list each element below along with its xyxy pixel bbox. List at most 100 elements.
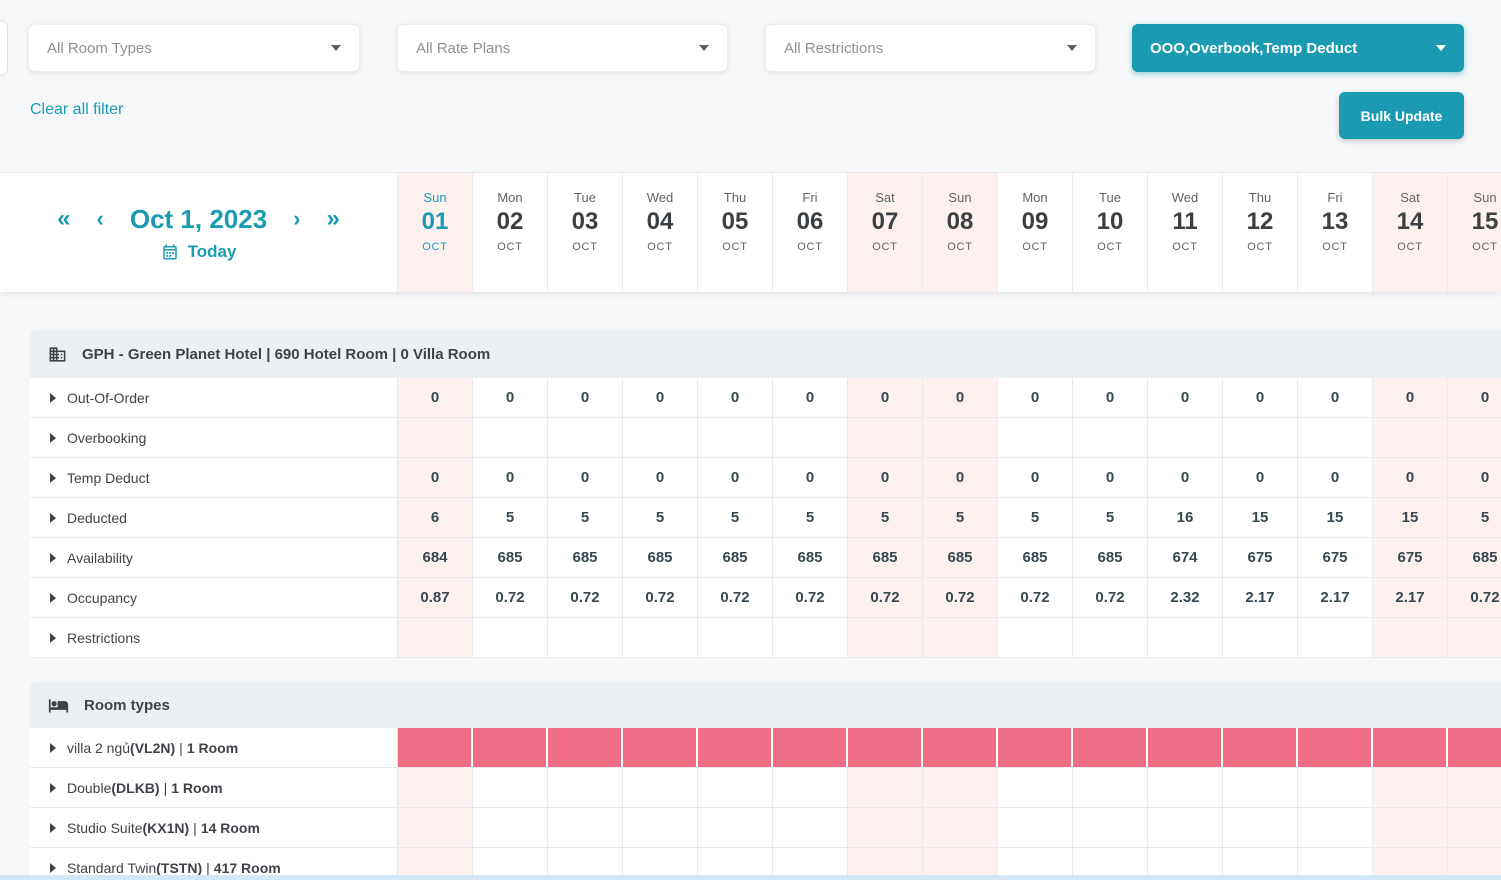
row-label-cell[interactable]: Availability	[30, 538, 398, 577]
grid-cell[interactable]: 5	[923, 498, 998, 537]
grid-cell[interactable]	[623, 618, 698, 657]
grid-cell[interactable]: 0	[773, 458, 848, 497]
grid-cell[interactable]: 0.72	[1073, 578, 1148, 617]
grid-cell[interactable]: 5	[1448, 498, 1501, 537]
availability-cell[interactable]	[398, 848, 473, 880]
grid-cell[interactable]	[1223, 618, 1298, 657]
availability-cell[interactable]	[623, 808, 698, 847]
grid-cell[interactable]	[773, 418, 848, 457]
grid-cell[interactable]: 685	[923, 538, 998, 577]
grid-cell[interactable]: 0	[923, 378, 998, 417]
grid-cell[interactable]	[998, 618, 1073, 657]
room-type-label-cell[interactable]: Double(DLKB) | 1 Room	[30, 768, 398, 807]
grid-cell[interactable]: 685	[1073, 538, 1148, 577]
grid-cell[interactable]	[398, 418, 473, 457]
grid-cell[interactable]: 0	[1073, 378, 1148, 417]
availability-cell[interactable]	[1298, 808, 1373, 847]
grid-cell[interactable]	[998, 418, 1073, 457]
grid-cell[interactable]	[1073, 418, 1148, 457]
grid-cell[interactable]	[848, 418, 923, 457]
availability-cell[interactable]	[623, 848, 698, 880]
restrictions-filter-dropdown[interactable]: All Restrictions	[765, 24, 1096, 72]
grid-cell[interactable]: 0	[698, 458, 773, 497]
grid-cell[interactable]: 2.17	[1298, 578, 1373, 617]
grid-cell[interactable]: 5	[548, 498, 623, 537]
grid-cell[interactable]: 0	[1148, 458, 1223, 497]
row-label-cell[interactable]: Temp Deduct	[30, 458, 398, 497]
horizontal-scrollbar[interactable]	[0, 875, 1501, 880]
availability-cell[interactable]	[848, 728, 923, 767]
grid-cell[interactable]: 5	[998, 498, 1073, 537]
grid-cell[interactable]: 684	[398, 538, 473, 577]
bulk-update-button[interactable]: Bulk Update	[1339, 92, 1464, 139]
availability-cell[interactable]	[1448, 768, 1501, 807]
grid-cell[interactable]: 0.72	[623, 578, 698, 617]
room-type-label-cell[interactable]: Standard Twin(TSTN) | 417 Room	[30, 848, 398, 880]
first-page-arrow-icon[interactable]: «	[57, 205, 71, 232]
grid-cell[interactable]: 0.87	[398, 578, 473, 617]
availability-cell[interactable]	[1073, 728, 1148, 767]
grid-cell[interactable]: 685	[848, 538, 923, 577]
grid-cell[interactable]: 685	[698, 538, 773, 577]
grid-cell[interactable]: 15	[1298, 498, 1373, 537]
grid-cell[interactable]	[1223, 418, 1298, 457]
availability-cell[interactable]	[998, 768, 1073, 807]
room-types-filter-dropdown[interactable]: All Room Types	[28, 24, 360, 72]
display-options-dropdown[interactable]: OOO,Overbook,Temp Deduct	[1132, 24, 1464, 72]
availability-cell[interactable]	[773, 808, 848, 847]
availability-cell[interactable]	[923, 848, 998, 880]
availability-cell[interactable]	[773, 768, 848, 807]
grid-cell[interactable]: 0	[398, 458, 473, 497]
grid-cell[interactable]: 675	[1373, 538, 1448, 577]
row-label-cell[interactable]: Out-Of-Order	[30, 378, 398, 417]
availability-cell[interactable]	[1073, 768, 1148, 807]
availability-cell[interactable]	[473, 848, 548, 880]
grid-cell[interactable]: 0	[848, 458, 923, 497]
grid-cell[interactable]	[473, 418, 548, 457]
availability-cell[interactable]	[998, 808, 1073, 847]
availability-cell[interactable]	[398, 808, 473, 847]
grid-cell[interactable]	[848, 618, 923, 657]
grid-cell[interactable]: 5	[698, 498, 773, 537]
grid-cell[interactable]: 0	[848, 378, 923, 417]
grid-cell[interactable]: 0	[1073, 458, 1148, 497]
grid-cell[interactable]: 0	[1148, 378, 1223, 417]
grid-cell[interactable]: 15	[1223, 498, 1298, 537]
grid-cell[interactable]: 2.17	[1373, 578, 1448, 617]
grid-cell[interactable]	[398, 618, 473, 657]
row-label-cell[interactable]: Restrictions	[30, 618, 398, 657]
grid-cell[interactable]: 0.72	[698, 578, 773, 617]
grid-cell[interactable]: 675	[1223, 538, 1298, 577]
grid-cell[interactable]: 0	[623, 378, 698, 417]
grid-cell[interactable]: 0	[698, 378, 773, 417]
grid-cell[interactable]: 0.72	[848, 578, 923, 617]
grid-cell[interactable]: 685	[548, 538, 623, 577]
availability-cell[interactable]	[398, 728, 473, 767]
availability-cell[interactable]	[1298, 728, 1373, 767]
availability-cell[interactable]	[1448, 848, 1501, 880]
grid-cell[interactable]: 2.32	[1148, 578, 1223, 617]
grid-cell[interactable]: 685	[773, 538, 848, 577]
availability-cell[interactable]	[1148, 848, 1223, 880]
grid-cell[interactable]: 0	[998, 458, 1073, 497]
availability-cell[interactable]	[773, 848, 848, 880]
availability-cell[interactable]	[923, 808, 998, 847]
grid-cell[interactable]: 0	[1373, 458, 1448, 497]
availability-cell[interactable]	[1223, 808, 1298, 847]
grid-cell[interactable]	[923, 618, 998, 657]
row-label-cell[interactable]: Overbooking	[30, 418, 398, 457]
grid-cell[interactable]	[773, 618, 848, 657]
grid-cell[interactable]: 5	[623, 498, 698, 537]
grid-cell[interactable]: 0.72	[548, 578, 623, 617]
today-button[interactable]: Today	[161, 242, 236, 262]
availability-cell[interactable]	[698, 768, 773, 807]
availability-cell[interactable]	[1223, 728, 1298, 767]
availability-cell[interactable]	[1373, 848, 1448, 880]
grid-cell[interactable]: 5	[773, 498, 848, 537]
grid-cell[interactable]	[698, 418, 773, 457]
availability-cell[interactable]	[1448, 728, 1501, 767]
grid-cell[interactable]	[1298, 618, 1373, 657]
grid-cell[interactable]: 674	[1148, 538, 1223, 577]
grid-cell[interactable]	[1373, 418, 1448, 457]
grid-cell[interactable]: 15	[1373, 498, 1448, 537]
